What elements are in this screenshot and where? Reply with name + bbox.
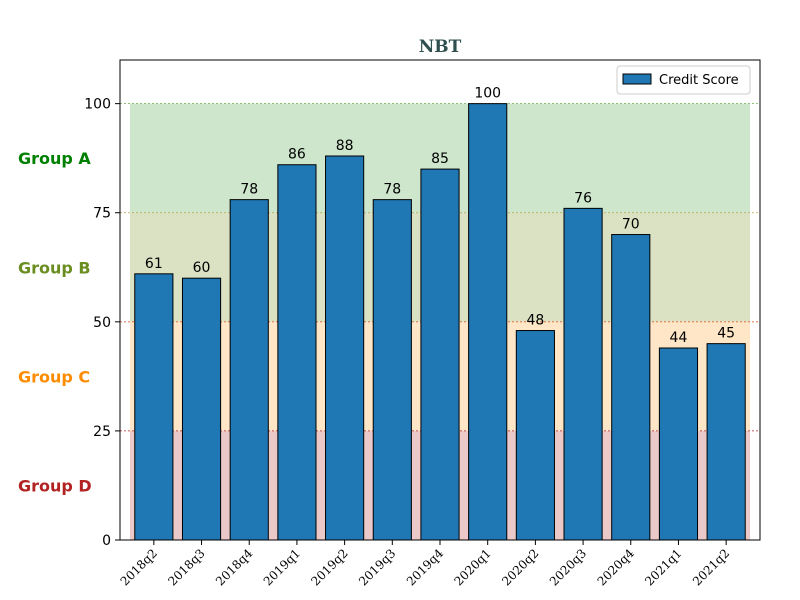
bar-value-label: 76 [574,190,592,206]
bar-2020q1 [468,103,508,541]
chart-title: NBT [419,37,462,57]
bar-value-label: 85 [431,151,449,167]
bar-2019q3 [372,199,412,541]
legend-label: Credit Score [659,73,739,88]
bars [134,103,746,541]
x-tick-label: 2018q4 [213,546,256,589]
x-tick-label: 2019q1 [261,546,303,588]
bar-2021q2 [706,343,746,541]
bar-2019q2 [325,155,365,541]
group-label-group-c: Group C [18,367,90,386]
bar-value-label: 86 [288,147,306,163]
y-tick-label: 100 [84,97,111,113]
bar-value-label: 88 [336,138,354,154]
bar-value-label: 60 [193,260,211,276]
bar-value-label: 48 [526,313,544,329]
bar-2018q3 [181,277,222,541]
x-tick-label: 2021q1 [642,546,684,588]
x-tick-label: 2020q2 [499,546,541,588]
x-tick-label: 2020q4 [595,546,638,589]
x-tick-label: 2019q2 [308,546,350,588]
bar-value-label: 44 [670,330,688,346]
group-label-group-d: Group D [18,476,92,495]
bar-value-label: 45 [717,326,735,342]
bar-2020q2 [515,330,555,541]
bar-value-label: 78 [383,182,401,198]
bar-2018q2 [134,273,174,541]
bar-2020q3 [563,207,603,541]
x-tick-label: 2018q3 [165,546,207,588]
x-tick-label: 2018q2 [118,546,160,588]
y-tick-label: 75 [93,206,111,222]
x-tick-label: 2019q3 [356,546,398,588]
legend: Credit Score [616,65,751,95]
x-axis: 2018q2 2018q3 2018q4 2019q1 2019q2 2019q3 2019… [118,540,732,589]
group-label-group-a: Group A [18,149,91,168]
bar-value-label: 70 [622,217,640,233]
bar-2021q1 [658,347,699,541]
y-axis: 0 25 50 75 100 [84,97,120,549]
x-tick-label: 2019q4 [404,546,447,589]
group-label-group-b: Group B [18,258,91,277]
bar-value-label: 61 [145,256,163,272]
bar-value-labels: 61 60 78 86 88 78 85 100 48 76 70 44 45 [145,86,735,346]
y-tick-label: 0 [102,533,111,549]
x-tick-label: 2020q1 [451,546,493,588]
legend-swatch [622,73,652,85]
bar-2020q4 [611,234,651,541]
bar-2019q4 [420,168,460,541]
legend-box [616,65,751,95]
group-labels: Group A Group B Group C Group D [18,149,92,495]
x-tick-label: 2020q3 [547,546,589,588]
bar-value-label: 78 [240,182,258,198]
x-tick-label: 2021q2 [690,546,732,588]
y-tick-label: 50 [93,315,111,331]
y-tick-label: 25 [93,424,111,440]
bar-value-label: 100 [474,86,501,102]
bar-2019q1 [277,164,317,541]
bar-2018q4 [229,199,269,541]
